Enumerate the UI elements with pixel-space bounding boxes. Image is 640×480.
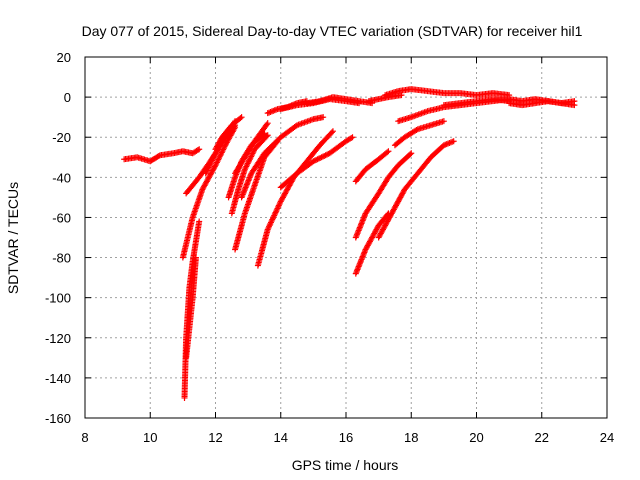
data-point-marker <box>323 151 330 158</box>
data-point-marker <box>155 153 162 160</box>
series-arc-23 <box>382 86 513 99</box>
series-arc-1 <box>121 146 203 165</box>
series-arc-28 <box>506 98 578 109</box>
data-point-marker <box>263 133 270 140</box>
data-point-marker <box>264 120 271 127</box>
series-arc-17 <box>277 134 356 191</box>
series-arc-6 <box>202 122 239 177</box>
x-tick-label: 12 <box>208 430 222 445</box>
data-point-marker <box>313 156 320 163</box>
series-arc-20 <box>352 148 392 185</box>
data-point-marker <box>310 158 317 165</box>
x-tick-label: 24 <box>600 430 614 445</box>
x-tick-label: 14 <box>274 430 288 445</box>
data-point-marker <box>238 114 245 121</box>
series-arc-19 <box>352 150 415 241</box>
y-tick-label: -100 <box>45 291 71 306</box>
data-point-marker <box>264 132 271 139</box>
data-point-marker <box>329 128 336 135</box>
plot-frame <box>84 56 608 419</box>
data-point-marker <box>385 148 392 155</box>
data-point-marker <box>311 157 318 164</box>
y-tick-label: -40 <box>52 170 71 185</box>
data-point-marker <box>192 254 199 261</box>
data-point-marker <box>263 121 270 128</box>
y-axis-label: SDTVAR / TECUs <box>5 182 21 294</box>
data-points <box>121 86 578 401</box>
data-point-marker <box>322 152 329 159</box>
data-point-marker <box>196 218 203 225</box>
series-arc-9 <box>228 132 271 217</box>
series-arc-5 <box>179 124 239 261</box>
series-arc-12 <box>238 114 327 201</box>
data-point-marker <box>318 154 325 161</box>
data-point-marker <box>315 155 322 162</box>
y-tick-label: -140 <box>45 371 71 386</box>
data-point-marker <box>408 150 415 157</box>
x-tick-label: 16 <box>339 430 353 445</box>
data-point-marker <box>349 134 356 141</box>
data-point-marker <box>450 138 457 145</box>
x-axis-label: GPS time / hours <box>292 457 399 473</box>
y-tick-label: -160 <box>45 411 71 426</box>
x-tick-label: 10 <box>143 430 157 445</box>
y-tick-label: -80 <box>52 251 71 266</box>
data-point-marker <box>413 127 420 134</box>
data-point-marker <box>571 102 578 109</box>
data-point-marker <box>321 152 328 159</box>
series-arc-18 <box>352 210 392 277</box>
data-point-marker <box>237 115 244 122</box>
data-point-marker <box>314 156 321 163</box>
y-tick-label: 20 <box>57 50 71 65</box>
data-point-marker <box>407 151 414 158</box>
axis-ticks: 8 10 12 14 16 18 20 22 24 20 0 -20 -40 -60 -80 -100 -120… <box>45 50 614 445</box>
series-arc-7 <box>212 114 245 153</box>
data-point-marker <box>440 118 447 125</box>
data-point-marker <box>348 135 355 142</box>
y-tick-label: -60 <box>52 210 71 225</box>
series-arc-25 <box>391 118 447 149</box>
x-tick-label: 8 <box>81 430 88 445</box>
data-point-marker <box>319 153 326 160</box>
data-point-marker <box>194 147 201 154</box>
grid-lines <box>85 57 607 418</box>
series-arc-11 <box>232 120 271 177</box>
data-point-marker <box>320 114 327 121</box>
data-point-marker <box>384 149 391 156</box>
y-tick-label: -20 <box>52 130 71 145</box>
x-tick-label: 20 <box>469 430 483 445</box>
x-tick-label: 18 <box>404 430 418 445</box>
series-arc-21 <box>375 138 457 241</box>
series-arc-10 <box>232 138 281 253</box>
data-point-marker <box>196 146 203 153</box>
x-tick-label: 22 <box>535 430 549 445</box>
data-point-marker <box>317 154 324 161</box>
y-tick-label: -120 <box>45 331 71 346</box>
series-arc-26 <box>440 96 513 109</box>
data-point-marker <box>328 129 335 136</box>
chart-title: Day 077 of 2015, Sidereal Day-to-day VTE… <box>82 23 583 39</box>
series-arc-3 <box>183 254 199 361</box>
y-tick-label: 0 <box>64 90 71 105</box>
